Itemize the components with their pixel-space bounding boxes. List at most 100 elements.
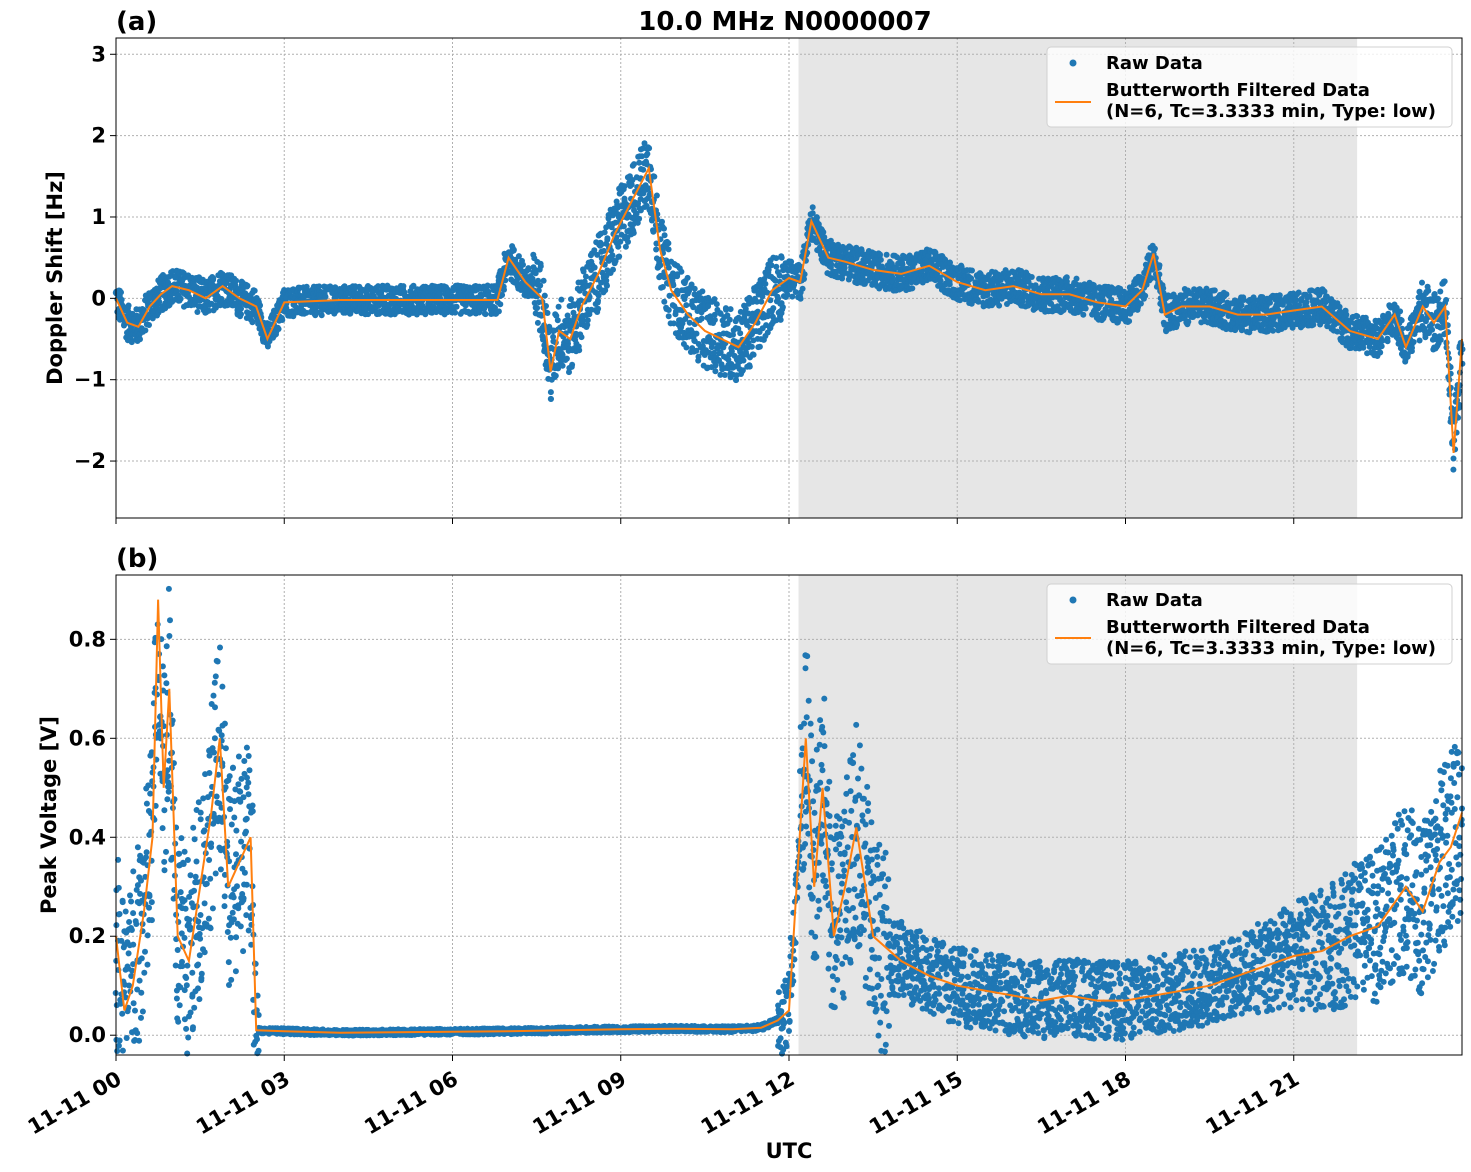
raw-point xyxy=(770,305,777,312)
raw-point xyxy=(563,355,570,362)
y-tick-label: −2 xyxy=(74,449,106,473)
raw-point xyxy=(727,306,734,313)
raw-point xyxy=(636,159,643,166)
raw-point xyxy=(635,200,642,207)
raw-point xyxy=(653,240,660,247)
raw-point xyxy=(690,304,697,311)
raw-point xyxy=(717,310,724,317)
raw-point xyxy=(679,320,686,327)
raw-point xyxy=(537,282,544,289)
raw-point xyxy=(238,305,244,312)
raw-point xyxy=(877,251,883,258)
raw-point xyxy=(433,309,440,316)
raw-point xyxy=(142,948,148,955)
raw-point xyxy=(693,330,700,337)
raw-point xyxy=(1126,318,1133,325)
raw-point xyxy=(128,339,135,346)
raw-point xyxy=(661,274,668,281)
raw-point xyxy=(650,228,657,235)
raw-point xyxy=(143,849,150,856)
raw-point xyxy=(773,317,780,324)
raw-point xyxy=(130,1000,137,1007)
raw-point xyxy=(1437,288,1444,295)
raw-point xyxy=(1151,246,1158,253)
raw-point xyxy=(567,327,574,333)
raw-point xyxy=(688,281,695,288)
raw-point xyxy=(555,365,562,372)
raw-point xyxy=(251,287,258,294)
raw-point xyxy=(746,294,753,301)
raw-point xyxy=(370,293,377,299)
raw-point xyxy=(735,325,742,332)
raw-point xyxy=(555,303,562,310)
raw-point xyxy=(249,319,256,326)
raw-point xyxy=(123,1035,130,1041)
y-axis-label-a: Doppler Shift [Hz] xyxy=(43,171,67,385)
raw-point xyxy=(126,919,133,925)
raw-point xyxy=(661,232,668,239)
raw-point xyxy=(601,229,608,236)
raw-point xyxy=(600,247,607,254)
raw-point xyxy=(118,289,124,296)
raw-point xyxy=(789,293,796,300)
raw-point xyxy=(1354,313,1361,320)
raw-point xyxy=(768,262,775,269)
raw-point xyxy=(243,283,250,290)
raw-point xyxy=(495,308,502,315)
raw-point xyxy=(275,326,282,332)
raw-point xyxy=(584,321,591,328)
raw-point xyxy=(595,292,602,299)
raw-point xyxy=(711,316,718,323)
raw-point xyxy=(1238,302,1245,309)
raw-point xyxy=(481,305,488,312)
raw-point xyxy=(118,296,125,303)
raw-point xyxy=(148,899,155,906)
raw-point xyxy=(119,1010,126,1017)
raw-point xyxy=(1082,305,1089,312)
raw-point xyxy=(1437,336,1444,343)
raw-point xyxy=(883,251,890,258)
raw-point xyxy=(114,1048,121,1054)
raw-point xyxy=(1450,455,1457,462)
raw-point xyxy=(138,1014,144,1021)
raw-point xyxy=(210,275,217,282)
x-ticks-a xyxy=(115,518,1295,524)
raw-point xyxy=(775,295,782,302)
raw-point xyxy=(653,246,660,253)
raw-point xyxy=(765,266,772,273)
raw-point xyxy=(622,243,629,250)
raw-point xyxy=(591,264,598,271)
raw-point xyxy=(726,316,733,323)
raw-point xyxy=(1425,287,1432,294)
raw-point xyxy=(1409,344,1415,351)
raw-point xyxy=(779,304,786,311)
raw-point xyxy=(501,286,507,293)
raw-point xyxy=(637,207,644,214)
raw-point xyxy=(684,274,691,281)
legend-filtered-params-a: (N=6, Tc=3.3333 min, Type: low) xyxy=(1106,101,1436,122)
raw-point xyxy=(552,372,559,379)
raw-point xyxy=(678,268,685,275)
raw-point xyxy=(661,225,667,232)
raw-point xyxy=(410,282,417,289)
raw-point xyxy=(532,270,539,277)
raw-point xyxy=(1185,318,1192,325)
raw-point xyxy=(559,352,566,358)
raw-point xyxy=(133,921,140,927)
raw-point xyxy=(177,295,184,302)
raw-point xyxy=(541,346,548,353)
raw-point xyxy=(698,315,705,322)
raw-point xyxy=(610,266,616,273)
raw-point xyxy=(1073,275,1080,282)
raw-point xyxy=(653,192,660,199)
raw-point xyxy=(257,302,263,309)
raw-point xyxy=(144,961,151,968)
raw-point xyxy=(705,303,712,310)
raw-point xyxy=(630,230,637,236)
raw-point xyxy=(1384,338,1391,345)
raw-point xyxy=(602,287,609,294)
raw-point xyxy=(499,292,506,298)
raw-point xyxy=(909,285,916,292)
raw-point xyxy=(1404,353,1411,360)
raw-point xyxy=(476,309,483,316)
